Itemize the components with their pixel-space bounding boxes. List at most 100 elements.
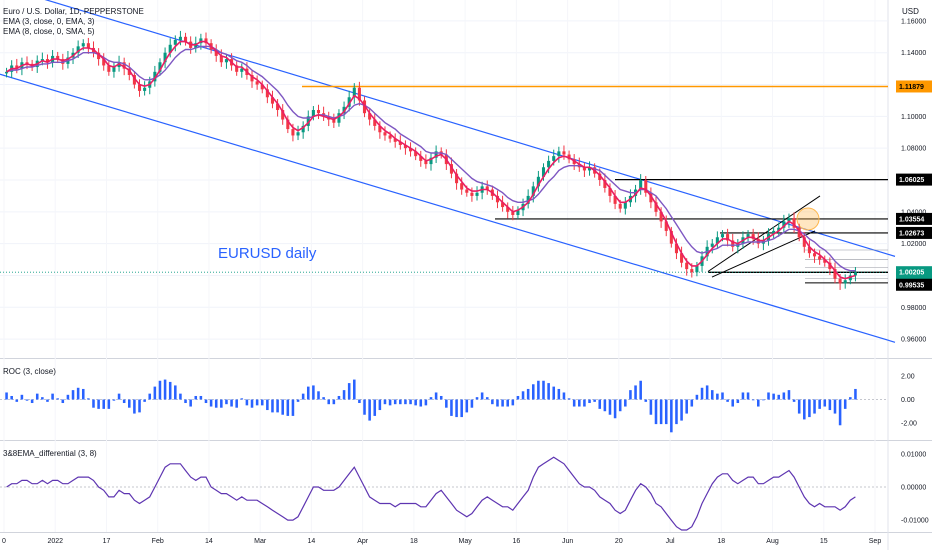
roc-bar [143, 399, 146, 402]
roc-bar [680, 399, 683, 421]
candle [613, 195, 617, 204]
candle [403, 145, 407, 149]
candle [388, 135, 392, 139]
roc-bar [25, 399, 29, 401]
candle [224, 59, 228, 63]
candle [281, 110, 285, 120]
roc-bar [654, 399, 658, 425]
candle [373, 119, 377, 126]
roc-bar [450, 399, 453, 416]
roc-bar [751, 399, 755, 401]
candle [316, 110, 321, 114]
roc-bar [593, 399, 596, 402]
price-tick-label: 1.14000 [901, 50, 926, 57]
candle [787, 218, 791, 222]
roc-bar [434, 392, 438, 400]
roc-bar [184, 399, 187, 404]
ema-fast-line [6, 40, 856, 280]
roc-bar [20, 394, 24, 400]
ema-slow-line [6, 45, 856, 272]
roc-bar [695, 394, 699, 400]
ema-slow-legend: EMA (8, close, 0, SMA, 5) [3, 27, 95, 36]
candle [710, 243, 714, 247]
candle [45, 59, 50, 63]
roc-bar [485, 397, 489, 400]
candle [158, 62, 162, 72]
differential-pane[interactable] [0, 456, 888, 531]
roc-bar [179, 393, 182, 400]
candle [296, 132, 300, 136]
candle [97, 52, 101, 60]
roc-bar [757, 399, 760, 407]
roc-bar [460, 399, 463, 418]
candle [137, 84, 142, 91]
time-tick-label: 20 [615, 538, 623, 545]
differential-line [6, 456, 856, 531]
roc-bar [117, 393, 121, 400]
level-badge-bg [896, 278, 932, 291]
roc-bar [542, 380, 545, 400]
candle [812, 253, 817, 257]
roc-bar [598, 399, 602, 409]
channel-upper-line [44, 0, 896, 257]
roc-bar [255, 399, 259, 406]
roc-bar [168, 381, 172, 400]
roc-bar [163, 379, 167, 400]
candle [649, 192, 653, 203]
roc-bar [547, 383, 550, 400]
candle [726, 234, 730, 241]
candle [143, 87, 147, 91]
roc-bar [66, 394, 70, 400]
roc-bar [378, 399, 382, 411]
roc-bar [133, 399, 136, 414]
roc-bar [30, 399, 34, 404]
roc-bar [813, 399, 816, 414]
candle [541, 167, 546, 177]
price-pane[interactable] [0, 0, 896, 343]
candle [680, 253, 684, 263]
ema-fast-legend: EMA (3, close, 0, EMA, 3) [3, 17, 95, 26]
candle [495, 195, 500, 203]
candle [598, 173, 602, 180]
candle [184, 36, 188, 42]
candle [501, 202, 505, 208]
candle [659, 211, 663, 222]
candle [163, 52, 167, 63]
candle [306, 116, 310, 126]
candle [132, 75, 136, 85]
roc-bar [531, 384, 535, 400]
roc-pane[interactable] [0, 379, 888, 433]
roc-bar [685, 399, 688, 414]
candle [337, 113, 341, 123]
diff-tick-label: 0.01000 [901, 451, 926, 458]
candle [608, 187, 612, 196]
roc-bar [501, 399, 504, 407]
candle [516, 210, 520, 215]
candle [536, 176, 540, 187]
candle [168, 44, 172, 53]
candle [112, 67, 116, 72]
roc-bar [61, 399, 65, 404]
roc-bar [353, 379, 356, 400]
roc-bar [225, 399, 228, 405]
candle [582, 167, 586, 171]
candle [470, 192, 474, 196]
candle [455, 173, 459, 184]
candle [368, 113, 372, 120]
roc-bar [46, 399, 49, 402]
candle [751, 234, 755, 239]
roc-bar [81, 388, 85, 400]
candle [56, 55, 60, 60]
roc-bar [266, 399, 269, 411]
candle [669, 230, 673, 244]
time-tick-label: 2022 [47, 538, 63, 545]
candle [449, 164, 453, 174]
price-tick-label: 1.10000 [901, 114, 926, 121]
candle [153, 71, 157, 82]
candle [807, 246, 811, 254]
roc-bar [777, 394, 781, 400]
candle [219, 55, 223, 63]
candle [792, 218, 796, 228]
